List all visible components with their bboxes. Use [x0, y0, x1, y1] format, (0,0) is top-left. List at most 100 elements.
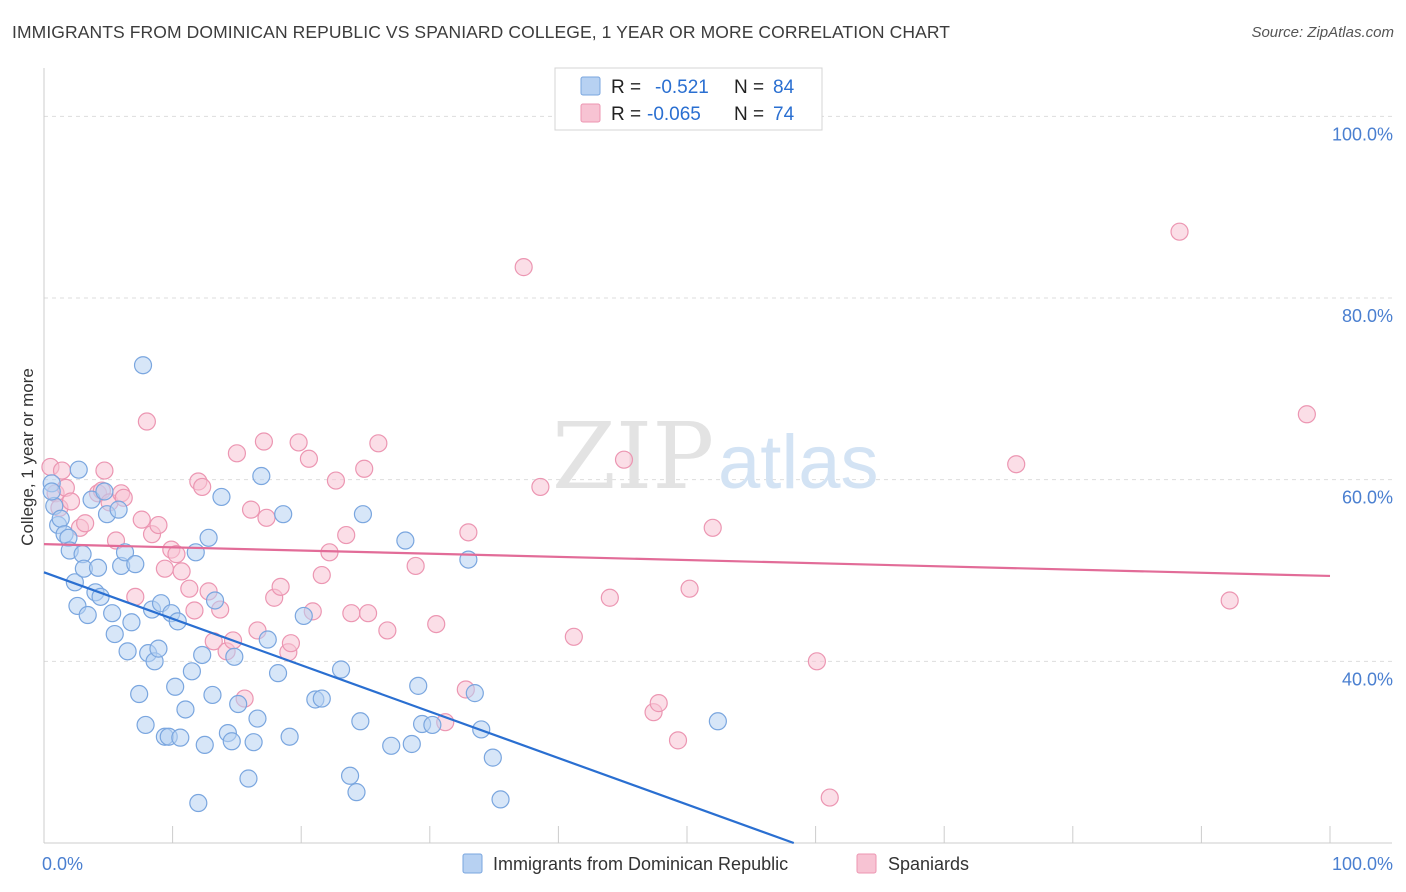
- dominican-point: [409, 676, 428, 695]
- dominican-point: [186, 543, 205, 562]
- dominican-point: [42, 482, 61, 501]
- spaniards-point: [600, 588, 619, 607]
- dominican-point: [331, 660, 351, 679]
- dominican-point: [483, 748, 502, 767]
- spaniards-point: [807, 652, 826, 671]
- dominican-point: [353, 505, 373, 524]
- y-tick-label: 60.0%: [1342, 488, 1393, 508]
- dominican-point: [126, 555, 145, 574]
- spaniards-point: [299, 449, 319, 468]
- dominican-point: [258, 630, 277, 649]
- spaniards-point: [155, 559, 174, 578]
- spaniards-point: [1170, 222, 1189, 241]
- spaniards-point: [271, 577, 290, 596]
- dominican-point: [229, 694, 248, 714]
- spaniards-point: [369, 434, 388, 453]
- dominican-point: [51, 509, 70, 528]
- dominican-point: [252, 466, 271, 486]
- source-label: Source: ZipAtlas.com: [1251, 24, 1394, 41]
- x-tick-label-max: 100.0%: [1332, 854, 1393, 874]
- watermark: ZIP atlas: [552, 403, 879, 510]
- series-legend-label-spaniards: Spaniards: [888, 854, 969, 874]
- dominican-point: [171, 728, 190, 747]
- y-tick-labels: 40.0% 60.0% 80.0% 100.0%: [1332, 124, 1393, 689]
- spaniards-point: [680, 579, 699, 598]
- dominican-point: [222, 732, 241, 751]
- dominican-point: [182, 662, 201, 681]
- spaniards-point: [257, 508, 276, 527]
- spaniards-point: [241, 500, 261, 519]
- spaniards-point: [459, 523, 478, 542]
- y-tick-label: 40.0%: [1342, 669, 1393, 689]
- spaniards-point: [132, 510, 151, 529]
- dominican-points: [42, 356, 727, 813]
- spaniards-point: [337, 525, 356, 545]
- legend-n-label: N =: [734, 77, 769, 98]
- dominican-point: [382, 736, 401, 755]
- spaniards-point: [185, 601, 204, 620]
- spaniards-point: [167, 545, 186, 564]
- spaniards-point: [227, 444, 246, 463]
- chart-title: IMMIGRANTS FROM DOMINICAN REPUBLIC VS SP…: [12, 22, 951, 42]
- spaniards-point: [149, 515, 168, 535]
- spaniards-point: [531, 477, 550, 497]
- spaniards-point: [378, 621, 397, 640]
- dominican-point: [274, 505, 293, 524]
- spaniards-point: [254, 432, 274, 451]
- dominican-point: [199, 528, 218, 547]
- dominican-point: [78, 605, 97, 625]
- dominican-point: [133, 356, 153, 375]
- spaniards-point: [614, 450, 634, 469]
- dominican-point: [136, 715, 155, 735]
- series-legend-swatch-spaniards: [856, 853, 877, 874]
- spaniards-point: [1297, 405, 1316, 424]
- spaniards-point: [355, 459, 374, 478]
- spaniards-point: [1220, 591, 1239, 610]
- legend-box: R = -0.521 N = 84 R = -0.065 N = 74: [554, 67, 823, 131]
- dominican-point: [248, 709, 267, 728]
- spaniards-point: [180, 579, 199, 598]
- spaniards-point: [95, 461, 114, 480]
- dominican-point: [115, 543, 135, 562]
- watermark-zip: ZIP: [552, 403, 714, 510]
- dominican-point: [195, 735, 214, 755]
- legend-r-value: -0.065: [647, 104, 701, 125]
- dominican-point: [118, 642, 137, 661]
- spaniards-point: [193, 477, 212, 497]
- dominican-point: [166, 677, 185, 696]
- watermark-atlas: atlas: [718, 420, 879, 505]
- dominican-point: [402, 734, 421, 754]
- dominican-point: [176, 700, 195, 719]
- spaniards-point: [172, 562, 191, 581]
- x-tick-marks: [43, 826, 1331, 843]
- dominican-point: [122, 613, 141, 632]
- dominican-point: [109, 500, 128, 519]
- dominican-point: [351, 712, 370, 731]
- y-tick-label: 80.0%: [1342, 306, 1393, 326]
- legend-n-label: N =: [734, 104, 769, 125]
- spaniards-point: [703, 518, 722, 537]
- legend-r-label: R =: [611, 77, 646, 98]
- spaniards-point: [1007, 455, 1026, 474]
- spaniards-point: [76, 514, 95, 533]
- legend-r-value: -0.521: [655, 77, 709, 98]
- dominican-point: [491, 790, 510, 809]
- dominican-point: [396, 531, 415, 550]
- dominican-point: [465, 684, 484, 703]
- spaniards-point: [61, 492, 81, 511]
- legend-swatch-spaniards: [580, 103, 601, 123]
- x-tick-label-min: 0.0%: [42, 854, 83, 874]
- dominican-point: [708, 712, 727, 731]
- dominican-point: [69, 460, 88, 479]
- spaniards-points: [41, 222, 1316, 807]
- y-tick-label: 100.0%: [1332, 124, 1393, 144]
- legend-n-value: 74: [773, 104, 795, 125]
- series-legend: Immigrants from Dominican Republic Spani…: [462, 853, 969, 874]
- spaniards-point: [326, 471, 346, 490]
- dominican-point: [82, 490, 101, 509]
- dominican-point: [268, 664, 288, 683]
- dominican-point: [103, 604, 122, 623]
- dominican-point: [95, 482, 114, 501]
- dominican-point: [294, 606, 313, 626]
- y-axis-label: College, 1 year or more: [18, 368, 37, 546]
